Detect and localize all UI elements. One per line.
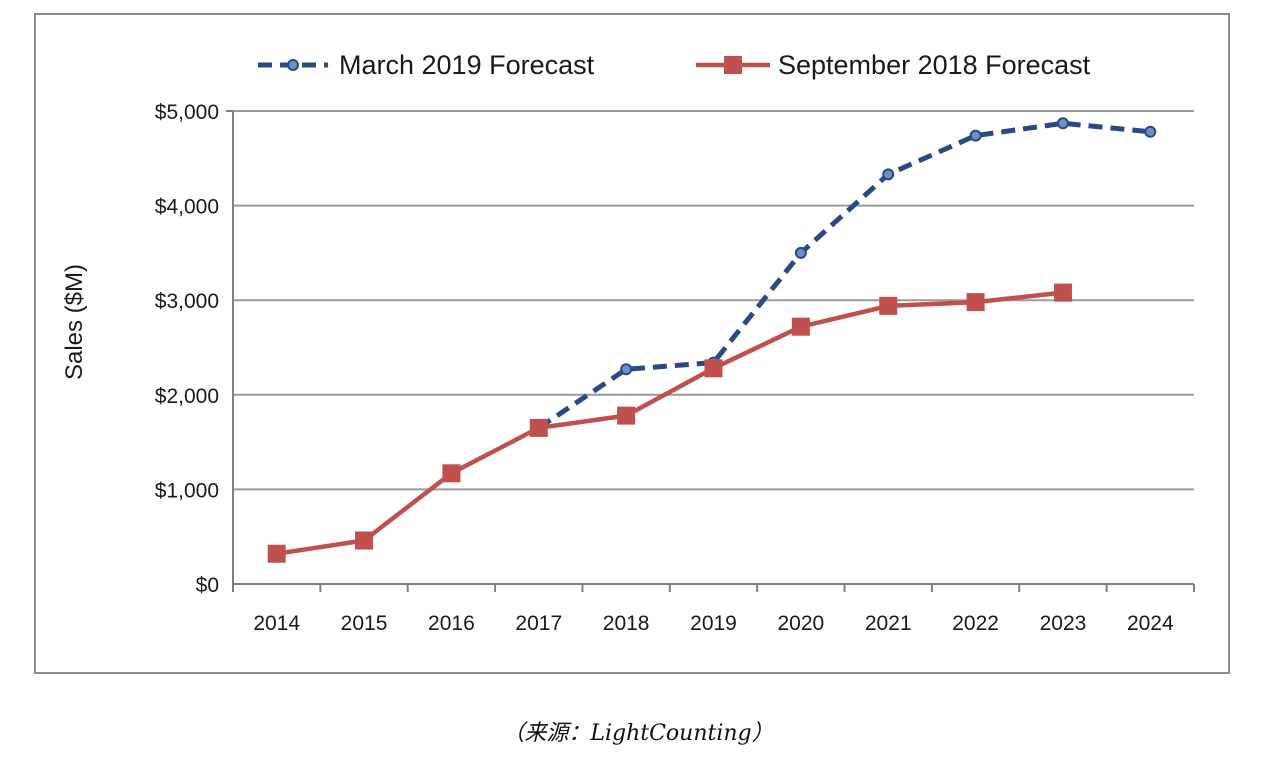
data-point-square [617,406,636,425]
y-tick-label: $5,000 [155,101,219,124]
data-point-square [966,293,985,312]
legend: March 2019 Forecast September 2018 Foreca… [258,50,1091,80]
data-point-square [267,544,286,563]
x-tick-label: 2015 [341,612,388,635]
y-tick-label: $3,000 [155,290,219,313]
line-chart: $0 $1,000 $2,000 $3,000 $4,000 $5,000 2014 2015… [61,50,1195,635]
data-point-circle [794,246,807,259]
legend-label-march: March 2019 Forecast [339,50,595,80]
x-tick-label: 2023 [1040,612,1087,635]
x-tick-label: 2017 [515,612,562,635]
y-tick-label: $2,000 [155,385,219,408]
legend-label-september: September 2018 Forecast [778,50,1091,80]
data-point-square [442,464,461,483]
series-lines [267,117,1157,563]
x-tick-label: 2021 [865,612,912,635]
data-point-circle [1056,117,1069,130]
x-tick-label: 2018 [603,612,650,635]
data-point-square [704,359,723,378]
chart-frame: $0 $1,000 $2,000 $3,000 $4,000 $5,000 2014 2015… [34,13,1230,674]
y-tick-label: $4,000 [155,196,219,219]
x-tick-label: 2022 [952,612,999,635]
data-point-square [1053,283,1072,302]
source-caption: （来源：LightCounting） [502,721,774,746]
legend-marker-circle [287,59,299,71]
legend-marker-square [724,56,742,74]
x-tick-label: 2014 [253,612,300,635]
x-tick-label: 2016 [428,612,475,635]
data-point-square [879,296,898,315]
series-line-0 [537,120,1151,430]
x-tick-label: 2024 [1127,612,1174,635]
x-tick-label: 2020 [778,612,825,635]
gridlines [233,110,1194,491]
data-point-square [355,531,374,550]
data-point-circle [882,168,895,181]
y-tick-label: $0 [196,574,219,597]
data-point-square [791,317,810,336]
axes: $0 $1,000 $2,000 $3,000 $4,000 $5,000 2014 2015… [155,101,1195,635]
data-point-circle [620,363,633,376]
y-tick-label: $1,000 [155,479,219,502]
data-point-square [529,418,548,437]
y-axis-label: Sales ($M) [61,264,88,380]
x-tick-label: 2019 [690,612,737,635]
data-point-circle [969,129,982,142]
data-point-circle [1144,125,1157,138]
series-line-1 [276,290,1064,556]
